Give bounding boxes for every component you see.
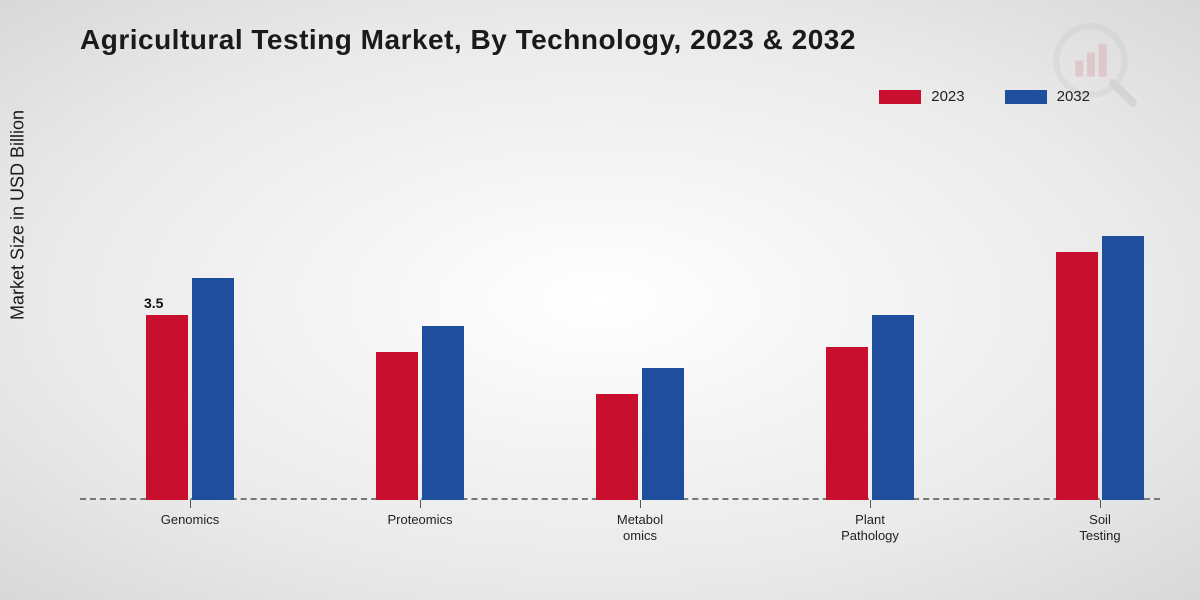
- watermark-handle: [1113, 83, 1133, 103]
- bar-2023-plant-pathology: [826, 347, 868, 500]
- x-tick-label: Plant Pathology: [810, 512, 930, 545]
- plot-area: 3.5: [80, 130, 1160, 500]
- bar-2032-metabolomics: [642, 368, 684, 500]
- y-axis-label: Market Size in USD Billion: [8, 110, 29, 320]
- chart-container: Agricultural Testing Market, By Technolo…: [0, 0, 1200, 600]
- legend-swatch-2023: [879, 90, 921, 104]
- x-tick-label: Proteomics: [360, 512, 480, 528]
- bar-2032-proteomics: [422, 326, 464, 500]
- value-label: 3.5: [144, 295, 163, 311]
- x-tick-label: Genomics: [130, 512, 250, 528]
- tick-mark: [190, 500, 191, 508]
- legend: 2023 2032: [879, 88, 1090, 105]
- tick-mark: [640, 500, 641, 508]
- x-tick-label: Metabol omics: [580, 512, 700, 545]
- legend-label-2023: 2023: [931, 88, 964, 105]
- watermark-bar-3: [1099, 44, 1107, 76]
- legend-label-2032: 2032: [1057, 88, 1090, 105]
- bar-2023-metabolomics: [596, 394, 638, 500]
- bar-2032-soil-testing: [1102, 236, 1144, 500]
- legend-item-2032: 2032: [1005, 88, 1090, 105]
- bar-2023-genomics: [146, 315, 188, 500]
- bar-2032-genomics: [192, 278, 234, 500]
- chart-title: Agricultural Testing Market, By Technolo…: [80, 24, 856, 56]
- tick-mark: [1100, 500, 1101, 508]
- tick-mark: [420, 500, 421, 508]
- watermark-bar-1: [1075, 61, 1083, 77]
- watermark-bar-2: [1087, 52, 1095, 76]
- bar-2032-plant-pathology: [872, 315, 914, 500]
- tick-mark: [870, 500, 871, 508]
- x-tick-area: Genomics Proteomics Metabol omics Plant Pat…: [80, 506, 1160, 566]
- legend-item-2023: 2023: [879, 88, 964, 105]
- bar-2023-proteomics: [376, 352, 418, 500]
- legend-swatch-2032: [1005, 90, 1047, 104]
- bar-2023-soil-testing: [1056, 252, 1098, 500]
- x-tick-label: Soil Testing: [1040, 512, 1160, 545]
